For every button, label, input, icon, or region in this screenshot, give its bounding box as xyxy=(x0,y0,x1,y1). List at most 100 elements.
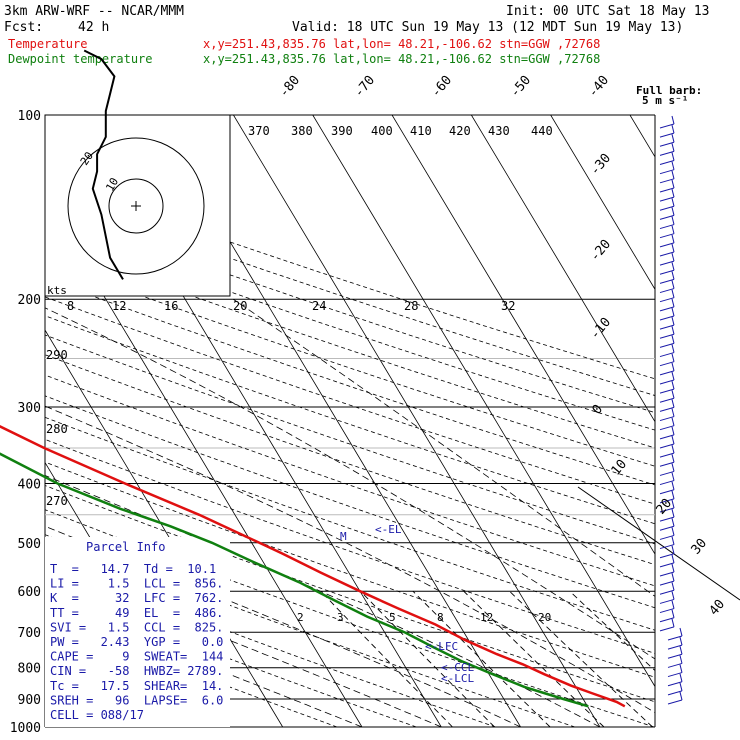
moist-adiabat-20 xyxy=(45,405,655,714)
hodograph-ring-10 xyxy=(108,178,164,234)
mixing-ratio-label: 2 xyxy=(297,611,304,624)
barb-shaft xyxy=(659,562,675,568)
wind-barb xyxy=(659,381,675,394)
pressure-label-500: 500 xyxy=(18,537,41,552)
barb-shaft xyxy=(659,425,675,431)
barb-shaft xyxy=(659,480,675,486)
barb-shaft xyxy=(659,342,675,348)
barb-shaft xyxy=(659,452,675,458)
forecast-label: Fcst: xyxy=(4,20,43,35)
wind-barb xyxy=(667,682,683,696)
isotherm-30 xyxy=(391,115,655,555)
barb-flag xyxy=(671,362,675,371)
barb-shaft xyxy=(659,379,675,385)
barb-flag xyxy=(671,545,675,554)
level-marker: <-LFC xyxy=(425,640,458,653)
barb-shaft xyxy=(659,498,675,504)
barb-flag xyxy=(671,381,675,390)
mixing-ratio-label: 5 xyxy=(389,611,396,624)
barb-flag xyxy=(671,527,675,536)
isotherm-50 xyxy=(550,115,655,291)
wind-barb xyxy=(667,637,683,650)
barb-shaft xyxy=(659,608,675,614)
barb-flag xyxy=(671,134,675,143)
barb-flag xyxy=(679,627,683,637)
mixing-ratio-5 xyxy=(412,590,551,727)
barb-shaft xyxy=(659,397,675,403)
barb-shaft xyxy=(659,233,675,239)
barb-flag xyxy=(671,161,675,170)
mixing-ratio-label: 20 xyxy=(538,611,551,624)
isotherm-label: -30 xyxy=(588,151,615,179)
wind-barb xyxy=(659,454,675,467)
theta-label-top: 380 xyxy=(291,124,313,138)
theta-label-left: 290 xyxy=(46,348,68,362)
hodograph-ring-label-10: 10 xyxy=(103,176,121,194)
parcel-info-box: Parcel Info T = 14.7 Td = 10.1LI = 1.5 L… xyxy=(45,537,230,727)
barb-flag xyxy=(671,435,675,445)
dry-adiabat-260 xyxy=(45,586,417,727)
barb-shaft xyxy=(659,598,675,604)
barb-shaft xyxy=(659,324,675,330)
wind-barb xyxy=(659,307,675,321)
barb-shaft xyxy=(667,690,683,696)
wind-barb xyxy=(659,390,675,403)
diagonal-boundary xyxy=(577,486,740,601)
wind-barb xyxy=(659,225,675,239)
isotherm-40 xyxy=(470,115,655,423)
theta-label-top: 410 xyxy=(410,124,432,138)
pressure-label-100: 100 xyxy=(18,109,41,124)
barb-flag xyxy=(679,637,683,646)
legend-dewpoint-location: x,y=251.43,835.76 lat,lon= 48.21,-106.62… xyxy=(203,52,600,66)
wind-barb xyxy=(659,618,675,632)
barb-shaft xyxy=(659,352,675,358)
barb-shaft xyxy=(659,589,675,595)
pressure-label-1000: 1000 xyxy=(10,721,41,736)
wind-barb xyxy=(659,353,675,367)
barb-flag xyxy=(671,335,675,344)
barb-shaft xyxy=(659,132,675,138)
barb-flag xyxy=(671,454,675,463)
wind-barb xyxy=(659,481,675,495)
wind-barb xyxy=(659,234,675,248)
barb-shaft xyxy=(659,160,675,166)
theta-e-label: 16 xyxy=(164,299,178,313)
barb-flag xyxy=(671,198,675,207)
hodograph-ring-20 xyxy=(67,137,205,275)
wind-barb xyxy=(659,216,675,230)
dry-adiabat-450 xyxy=(45,192,655,396)
level-marker: <-EL xyxy=(375,523,402,536)
barb-flag xyxy=(671,490,675,499)
pressure-label-300: 300 xyxy=(18,401,41,416)
barb-flag xyxy=(671,600,675,609)
theta-e-label: 24 xyxy=(312,299,326,313)
barb-shaft xyxy=(659,187,675,193)
barb-flag xyxy=(671,124,675,134)
pressure-label-200: 200 xyxy=(18,293,41,308)
wind-barb xyxy=(659,317,675,330)
barb-flag xyxy=(671,518,675,527)
barb-flag xyxy=(671,243,675,253)
barb-shaft xyxy=(659,489,675,495)
parcel-info-row: T = 14.7 Td = 10.1 xyxy=(50,562,216,576)
wind-barb xyxy=(659,198,675,211)
barb-shaft xyxy=(659,507,675,513)
wind-barb xyxy=(659,280,675,294)
barb-shaft xyxy=(659,544,675,550)
barb-shaft xyxy=(659,315,675,321)
pressure-label-900: 900 xyxy=(18,693,41,708)
forecast-hours: 42 h xyxy=(78,20,109,35)
wind-barb xyxy=(659,563,675,577)
barb-shaft xyxy=(659,406,675,412)
barb-shaft xyxy=(659,580,675,586)
barb-shaft xyxy=(659,251,675,257)
dry-adiabat-350 xyxy=(45,374,655,587)
parcel-info-row: K = 32 LFC = 762. xyxy=(50,591,223,605)
wind-barb xyxy=(659,554,675,568)
isotherm-label: -10 xyxy=(588,315,615,343)
isotherm-label: 10 xyxy=(609,457,631,479)
barb-shaft xyxy=(659,434,675,440)
pressure-label-800: 800 xyxy=(18,662,41,677)
wind-barb xyxy=(659,207,675,220)
barb-shaft xyxy=(667,653,683,659)
